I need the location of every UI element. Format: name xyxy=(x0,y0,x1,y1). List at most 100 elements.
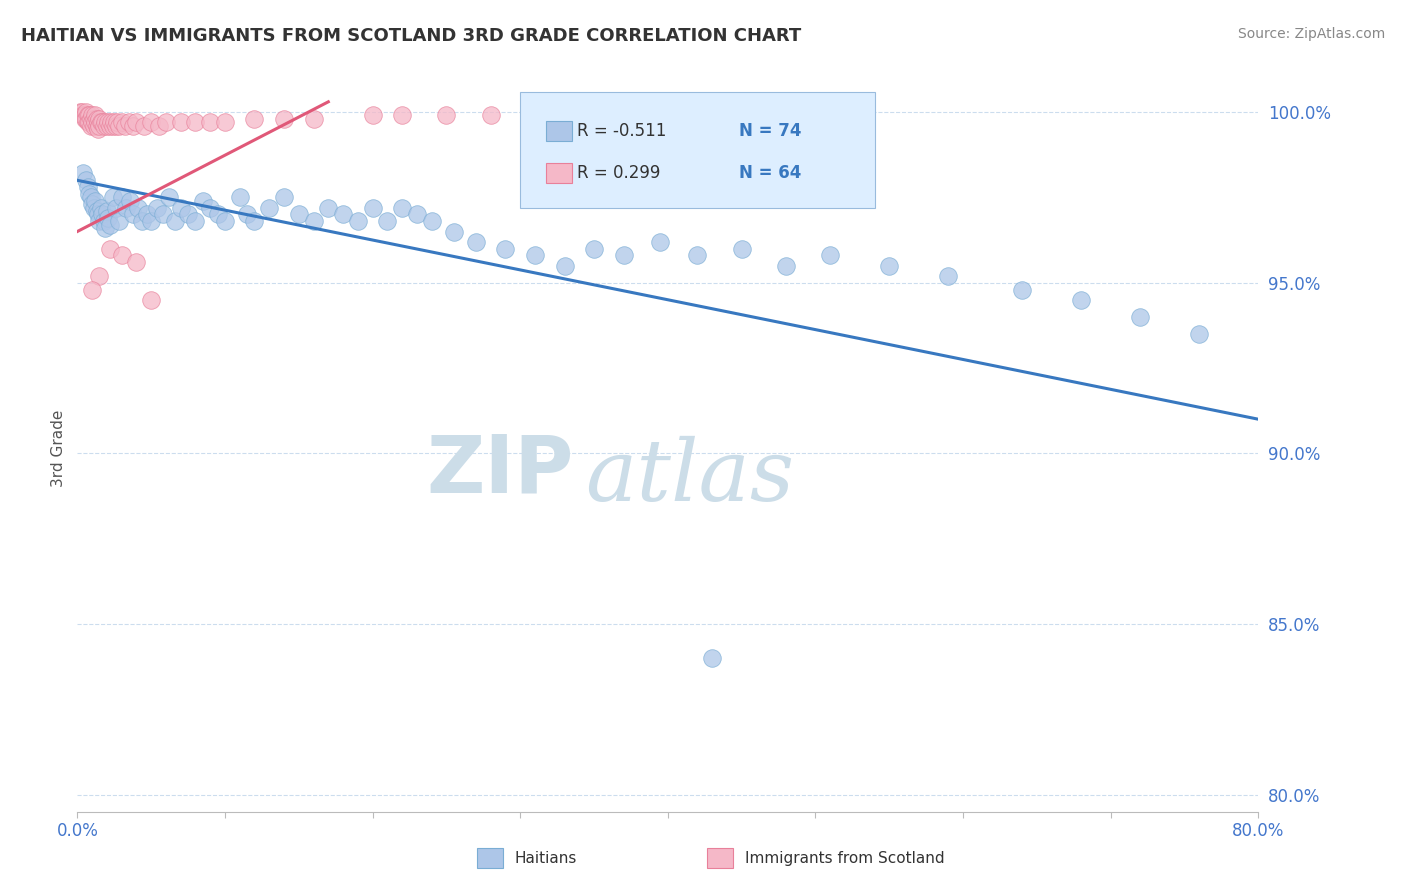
Point xyxy=(86,112,108,126)
Point xyxy=(135,207,157,221)
Point xyxy=(259,201,281,215)
Text: Source: ZipAtlas.com: Source: ZipAtlas.com xyxy=(1237,27,1385,41)
Point xyxy=(89,119,111,133)
Point xyxy=(879,259,901,273)
Point xyxy=(98,218,121,232)
Point xyxy=(938,268,960,283)
Point xyxy=(122,207,145,221)
Point xyxy=(391,108,413,122)
Point xyxy=(111,190,132,204)
Point xyxy=(613,248,636,262)
Point xyxy=(89,214,111,228)
Text: R = 0.299: R = 0.299 xyxy=(576,164,661,182)
Point xyxy=(89,112,111,126)
Point xyxy=(702,651,724,665)
Point xyxy=(243,112,266,126)
Point xyxy=(650,235,672,249)
Point xyxy=(91,115,114,129)
Point xyxy=(69,105,91,120)
Point xyxy=(200,115,222,129)
Point xyxy=(111,248,132,262)
Point xyxy=(82,197,104,211)
Point xyxy=(464,235,488,249)
Point xyxy=(207,207,229,221)
Point xyxy=(83,201,105,215)
Point xyxy=(104,119,127,133)
Point xyxy=(93,214,115,228)
Point xyxy=(97,115,120,129)
Point xyxy=(132,119,155,133)
Point xyxy=(77,186,100,201)
Point xyxy=(443,225,465,239)
Point xyxy=(75,105,97,120)
Point xyxy=(87,207,110,221)
Point xyxy=(125,255,148,269)
Point xyxy=(1011,283,1033,297)
Point xyxy=(228,190,252,204)
Point xyxy=(100,115,122,129)
Point xyxy=(346,214,368,228)
Point xyxy=(420,214,443,228)
Point xyxy=(91,207,114,221)
Point xyxy=(775,259,797,273)
Point xyxy=(120,194,142,208)
Point xyxy=(524,248,547,262)
Point xyxy=(495,242,517,256)
Point xyxy=(820,248,842,262)
Point xyxy=(554,259,576,273)
Point xyxy=(84,115,107,129)
Point xyxy=(118,115,141,129)
Y-axis label: 3rd Grade: 3rd Grade xyxy=(51,409,66,487)
Point xyxy=(406,207,429,221)
Point xyxy=(273,190,295,204)
Point xyxy=(288,207,311,221)
Point xyxy=(76,180,98,194)
Point xyxy=(1188,326,1211,341)
Point xyxy=(436,108,458,122)
Point xyxy=(377,214,399,228)
Point xyxy=(146,201,169,215)
Point xyxy=(583,242,606,256)
Point xyxy=(94,115,117,129)
Point xyxy=(77,115,100,129)
Point xyxy=(76,108,98,122)
Point xyxy=(127,201,149,215)
Text: N = 64: N = 64 xyxy=(738,164,801,182)
Point xyxy=(83,119,105,133)
Point xyxy=(731,242,754,256)
Point xyxy=(214,214,236,228)
Point xyxy=(236,207,259,221)
FancyBboxPatch shape xyxy=(520,92,875,209)
Point xyxy=(107,119,129,133)
Text: Haitians: Haitians xyxy=(515,852,576,866)
Point xyxy=(125,115,148,129)
Point xyxy=(96,119,118,133)
Point xyxy=(163,214,186,228)
Point xyxy=(361,108,384,122)
Point xyxy=(155,115,177,129)
Point xyxy=(82,108,104,122)
Point xyxy=(94,221,117,235)
Point xyxy=(96,204,118,219)
FancyBboxPatch shape xyxy=(707,848,733,869)
Point xyxy=(72,166,94,180)
Point xyxy=(101,119,124,133)
Point xyxy=(98,119,121,133)
Point xyxy=(184,115,207,129)
Point xyxy=(131,214,153,228)
Point xyxy=(191,194,214,208)
Point xyxy=(73,112,96,126)
Point xyxy=(141,115,163,129)
Point xyxy=(84,194,107,208)
Point xyxy=(75,112,97,126)
Point xyxy=(90,115,112,129)
Text: HAITIAN VS IMMIGRANTS FROM SCOTLAND 3RD GRADE CORRELATION CHART: HAITIAN VS IMMIGRANTS FROM SCOTLAND 3RD … xyxy=(21,27,801,45)
FancyBboxPatch shape xyxy=(477,848,502,869)
Point xyxy=(82,115,104,129)
Point xyxy=(107,214,129,228)
Point xyxy=(184,214,207,228)
Point xyxy=(79,119,101,133)
Point xyxy=(87,122,110,136)
Point xyxy=(122,119,145,133)
Point xyxy=(79,112,101,126)
